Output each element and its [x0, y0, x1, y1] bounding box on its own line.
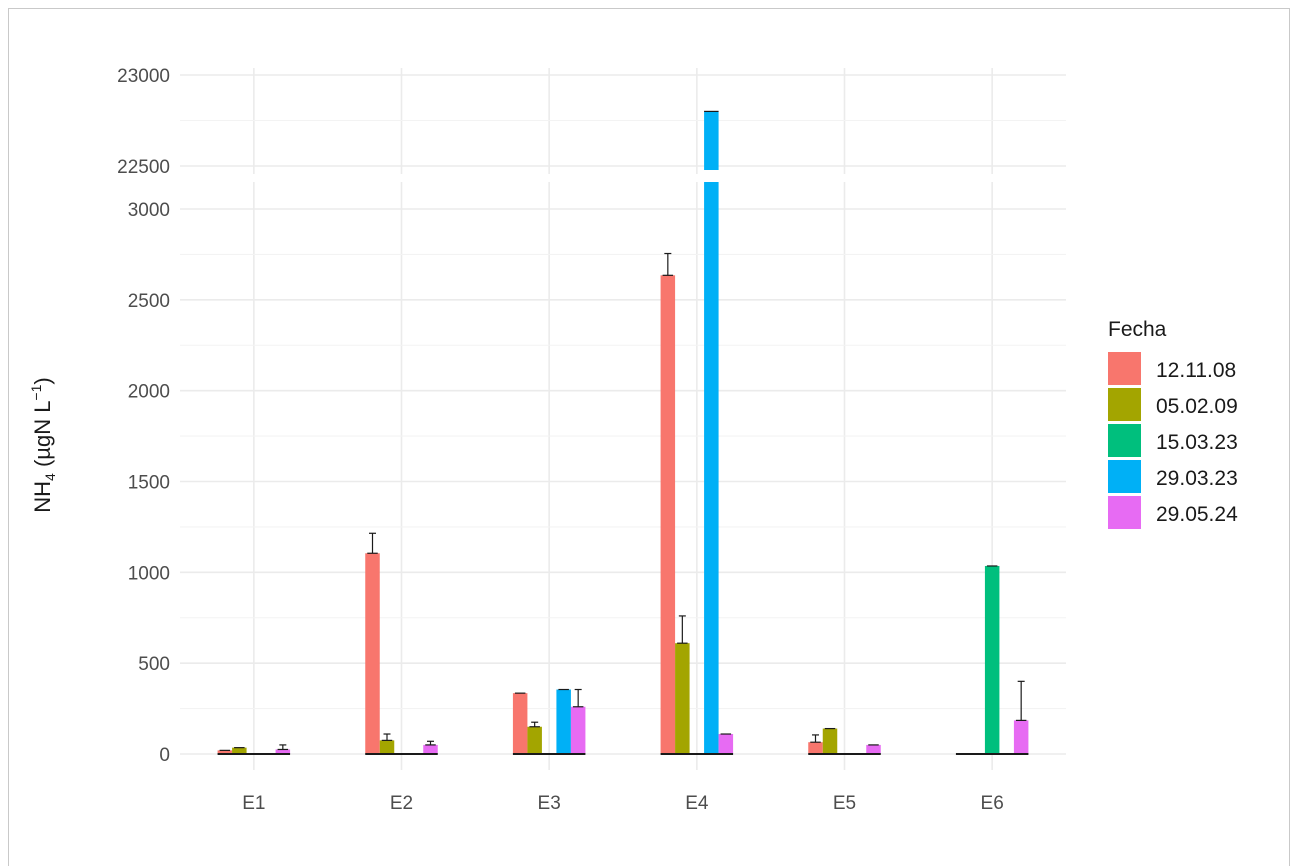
bar — [275, 749, 291, 754]
bar — [808, 742, 823, 754]
y-tick-label: 2500 — [128, 291, 170, 312]
y-tick-label: 22500 — [117, 157, 170, 178]
x-axis-ticks: E1 E2 E3 E4 E5 E6 — [242, 793, 1004, 814]
bar — [660, 275, 676, 754]
bar — [217, 750, 233, 754]
y-tick-label: 500 — [138, 654, 170, 675]
bar — [984, 565, 1000, 754]
legend-key — [1108, 352, 1141, 385]
error-bars — [219, 110, 1027, 751]
x-tick-label: E1 — [242, 793, 265, 814]
x-tick-label: E5 — [833, 793, 856, 814]
bar — [570, 706, 586, 754]
y-tick-label: 0 — [159, 745, 170, 766]
x-tick-label: E6 — [981, 793, 1004, 814]
bar — [866, 744, 881, 754]
bars — [217, 111, 1029, 754]
bar — [423, 744, 438, 754]
y-axis-title: NH4 (µgN L−1) — [28, 377, 58, 512]
bar — [1013, 720, 1029, 754]
legend-label: 29.05.24 — [1156, 503, 1238, 526]
y-axis-ticks: 0 500 1000 1500 2000 2500 3000 22500 23000 — [117, 66, 170, 766]
y-tick-label: 1000 — [128, 563, 170, 584]
legend-title: Fecha — [1108, 318, 1167, 341]
legend-label: 29.03.23 — [1156, 467, 1238, 490]
bar — [675, 643, 690, 754]
grid-lines — [180, 68, 1066, 770]
legend: Fecha 12.11.08 05.02.09 15.03.23 29.03.23 29… — [1108, 318, 1238, 529]
y-tick-label: 2000 — [128, 382, 170, 403]
x-tick-label: E2 — [390, 793, 413, 814]
legend-label: 05.02.09 — [1156, 395, 1238, 418]
bar — [365, 553, 380, 754]
bar — [512, 693, 528, 754]
y-tick-label: 23000 — [117, 66, 170, 87]
bar — [556, 689, 571, 754]
x-tick-label: E4 — [685, 793, 709, 814]
legend-key — [1108, 460, 1141, 493]
x-tick-label: E3 — [538, 793, 561, 814]
bar — [718, 734, 734, 754]
bar — [704, 182, 719, 754]
bar — [232, 747, 247, 754]
bar-upper-segment — [704, 111, 719, 170]
legend-key — [1108, 496, 1141, 529]
legend-key — [1108, 388, 1141, 421]
bar — [822, 728, 838, 754]
legend-key — [1108, 424, 1141, 457]
chart-frame — [8, 8, 1290, 866]
legend-label: 15.03.23 — [1156, 431, 1238, 454]
y-tick-label: 1500 — [128, 473, 170, 494]
legend-label: 12.11.08 — [1156, 359, 1236, 382]
bar — [527, 726, 542, 754]
bar — [379, 740, 395, 754]
y-tick-label: 3000 — [128, 200, 170, 221]
